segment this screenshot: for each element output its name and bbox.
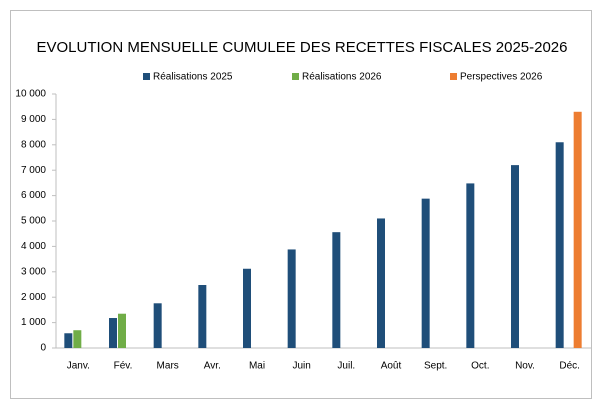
bar: [332, 232, 341, 348]
y-tick-label: 6 000: [21, 190, 46, 201]
x-tick-label: Avr.: [204, 361, 221, 372]
bar: [118, 313, 126, 348]
x-tick-label: Janv.: [67, 361, 90, 372]
bar: [511, 165, 519, 348]
y-tick-label: 0: [40, 343, 46, 354]
x-tick-label: Juil.: [337, 361, 355, 372]
bar: [198, 285, 207, 348]
bar: [73, 330, 82, 348]
bar: [377, 218, 385, 348]
bar: [64, 333, 73, 348]
chart-title: EVOLUTION MENSUELLE CUMULEE DES RECETTES…: [36, 39, 567, 56]
legend-swatch: [143, 73, 150, 80]
bar: [421, 198, 430, 348]
x-tick-label: Nov.: [515, 361, 535, 372]
bar: [287, 249, 296, 348]
x-tick-label: Mai: [249, 361, 265, 372]
bar: [153, 303, 162, 348]
legend-swatch: [292, 73, 299, 80]
y-tick-label: 3 000: [21, 266, 46, 277]
y-tick-label: 8 000: [21, 139, 46, 150]
legend-label: Perspectives 2026: [460, 72, 543, 83]
bar: [466, 183, 475, 348]
x-tick-label: Oct.: [471, 361, 489, 372]
bar: [573, 111, 582, 348]
y-tick-label: 5 000: [21, 216, 46, 227]
x-tick-label: Sept.: [424, 361, 447, 372]
bar: [243, 268, 251, 348]
y-tick-label: 9 000: [21, 114, 46, 125]
x-tick-label: Déc.: [559, 361, 580, 372]
y-tick-label: 4 000: [21, 241, 46, 252]
y-tick-label: 2 000: [21, 292, 46, 303]
bar: [109, 318, 117, 348]
legend-swatch: [450, 73, 457, 80]
y-tick-label: 1 000: [21, 317, 46, 328]
y-tick-label: 7 000: [21, 165, 46, 176]
y-tick-label: 10 000: [15, 89, 46, 100]
x-tick-label: Fév.: [114, 361, 133, 372]
legend-label: Réalisations 2025: [153, 72, 233, 83]
chart-frame: [10, 10, 592, 399]
x-tick-label: Juin: [292, 361, 310, 372]
x-tick-label: Mars: [157, 361, 179, 372]
legend-label: Réalisations 2026: [302, 72, 382, 83]
x-tick-label: Août: [381, 361, 402, 372]
bar: [555, 142, 564, 348]
